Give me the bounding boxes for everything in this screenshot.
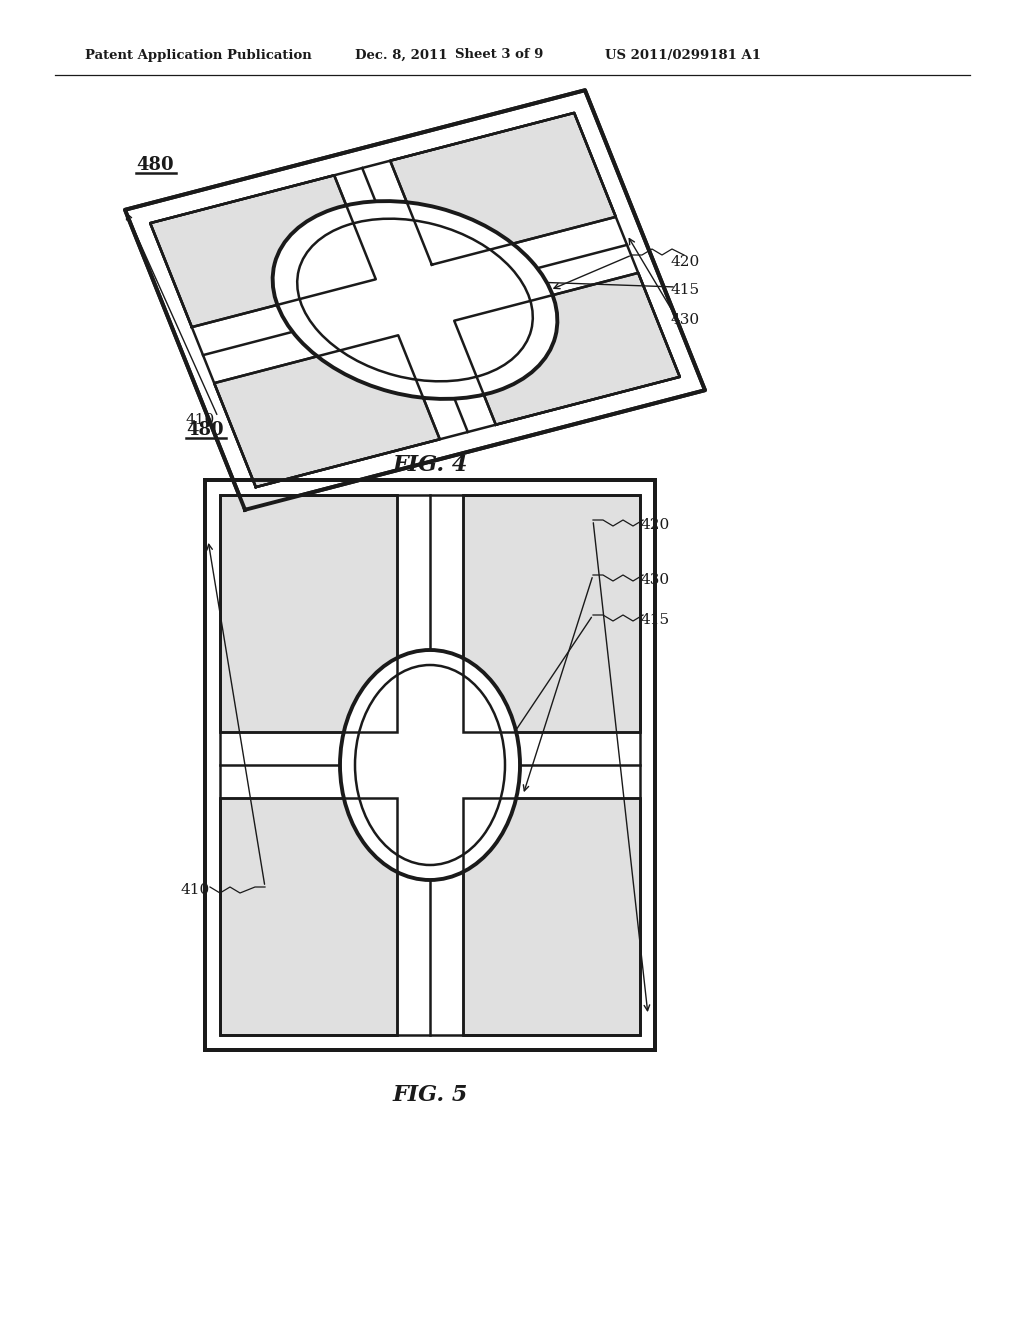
Bar [220, 495, 640, 1035]
Polygon shape [455, 273, 680, 425]
Polygon shape [151, 176, 376, 327]
Polygon shape [214, 335, 439, 487]
Text: Patent Application Publication: Patent Application Publication [85, 49, 311, 62]
Bar [220, 799, 397, 1035]
Ellipse shape [272, 201, 557, 399]
Ellipse shape [355, 665, 505, 865]
Bar [463, 495, 640, 733]
Text: 415: 415 [671, 282, 699, 297]
Bar [463, 799, 640, 1035]
Text: Sheet 3 of 9: Sheet 3 of 9 [455, 49, 544, 62]
Ellipse shape [297, 219, 532, 381]
Text: 415: 415 [640, 612, 670, 627]
Bar [463, 799, 640, 1035]
Text: Dec. 8, 2011: Dec. 8, 2011 [355, 49, 447, 62]
Ellipse shape [340, 649, 520, 880]
Bar [205, 480, 655, 1049]
Text: US 2011/0299181 A1: US 2011/0299181 A1 [605, 49, 761, 62]
Text: 410: 410 [185, 413, 215, 426]
Text: FIG. 4: FIG. 4 [392, 454, 468, 477]
Bar [463, 495, 640, 733]
Text: 480: 480 [186, 421, 224, 440]
Text: 420: 420 [640, 517, 670, 532]
Bar [220, 495, 397, 733]
Polygon shape [390, 114, 615, 265]
Text: 430: 430 [671, 313, 699, 327]
Text: 430: 430 [640, 573, 670, 587]
Bar [205, 480, 655, 1049]
Text: 480: 480 [136, 156, 174, 174]
Text: 410: 410 [180, 883, 210, 898]
Polygon shape [125, 90, 705, 510]
Text: FIG. 5: FIG. 5 [392, 1084, 468, 1106]
Text: 420: 420 [671, 255, 699, 269]
Bar [220, 799, 397, 1035]
Bar [220, 495, 397, 733]
